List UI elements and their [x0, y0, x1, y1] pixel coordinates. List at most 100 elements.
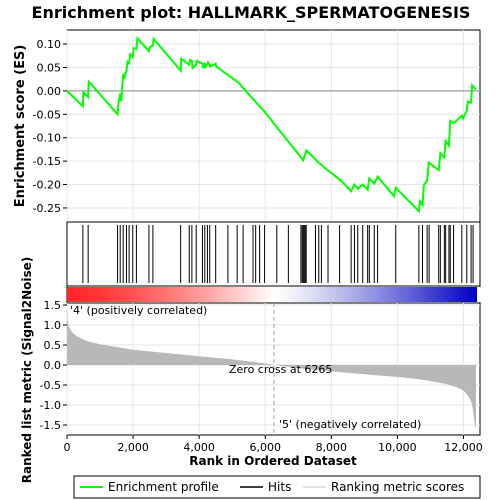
correlation-bar-cell — [415, 287, 419, 302]
legend-label-hits: Hits — [268, 480, 291, 494]
correlation-bar-cell — [137, 287, 142, 302]
correlation-bar-cell — [190, 287, 195, 302]
correlation-bar-cell — [143, 287, 148, 302]
correlation-bar-cell — [353, 287, 357, 302]
correlation-bar-cell — [341, 287, 345, 302]
correlation-bar-cell — [67, 287, 71, 302]
correlation-bar-cell — [244, 287, 248, 302]
correlation-bar-cell — [338, 287, 342, 302]
correlation-bar-cell — [297, 287, 301, 302]
correlation-bar-cell — [69, 287, 74, 302]
correlation-bar-cell — [376, 287, 381, 302]
correlation-bar-cell — [447, 287, 452, 302]
correlation-bar-cell — [134, 287, 139, 302]
correlation-bar-cell — [158, 287, 162, 302]
es-y-tick-label: -0.20 — [33, 179, 61, 192]
x-tick-label: 4,000 — [183, 441, 215, 454]
correlation-bar-cell — [409, 287, 413, 302]
correlation-bar-cell — [117, 287, 121, 302]
correlation-bar-cell — [303, 287, 307, 302]
correlation-bar-cell — [75, 287, 80, 302]
correlation-bar-cell — [78, 287, 83, 302]
correlation-bar-cell — [450, 287, 455, 302]
correlation-bar-cell — [373, 287, 378, 302]
correlation-bar-cell — [382, 287, 387, 302]
correlation-bar-cell — [164, 287, 168, 302]
correlation-bar-cell — [423, 287, 428, 302]
correlation-bar-cell — [300, 287, 304, 302]
correlation-bar-cell — [84, 287, 89, 302]
correlation-bar-cell — [385, 287, 390, 302]
rank-metric-y-tick-label: 0.5 — [44, 339, 62, 352]
correlation-bar-cell — [187, 287, 192, 302]
rank-metric-y-tick-label: 1.5 — [44, 299, 62, 312]
correlation-bar-cell — [202, 287, 207, 302]
correlation-bar-cell — [170, 287, 174, 302]
correlation-bar-cell — [255, 287, 260, 302]
correlation-bar-cell — [185, 287, 189, 302]
correlation-bar-cell — [199, 287, 204, 302]
correlation-bar-cell — [226, 287, 230, 302]
correlation-bar-cell — [435, 287, 440, 302]
correlation-bar-cell — [81, 287, 86, 302]
correlation-bar-cell — [90, 287, 95, 302]
correlation-bar-cell — [426, 287, 431, 302]
correlation-bar-cell — [128, 287, 133, 302]
correlation-bar-cell — [285, 287, 289, 302]
correlation-bar-cell — [364, 287, 369, 302]
es-y-tick-label: -0.25 — [33, 202, 61, 215]
correlation-bar-cell — [329, 287, 334, 302]
correlation-bar-cell — [412, 287, 416, 302]
correlation-bar-cell — [311, 287, 316, 302]
correlation-bar-cell — [152, 287, 157, 302]
hits-frame — [66, 221, 481, 287]
correlation-bar-cell — [72, 287, 77, 302]
correlation-bar-cell — [317, 287, 322, 302]
es-y-tick-label: 0.10 — [37, 38, 62, 51]
correlation-bar-cell — [326, 287, 331, 302]
correlation-bar-cell — [196, 287, 201, 302]
enrichment-profile-line — [66, 36, 477, 214]
correlation-bar-cell — [99, 287, 103, 302]
correlation-bar-cell — [397, 287, 401, 302]
es-y-axis-label: Enrichment score (ES) — [13, 45, 28, 208]
correlation-bar-cell — [462, 287, 466, 302]
correlation-bar-cell — [459, 287, 463, 302]
correlation-bar-cell — [276, 287, 280, 302]
correlation-bar-cell — [273, 287, 278, 302]
correlation-bar-cell — [468, 287, 472, 302]
rank-metric-y-axis: -1.5 -1.0 -0.5 0.0 0.5 1.0 1.5 — [40, 299, 67, 432]
x-tick-label: 0 — [64, 441, 71, 454]
correlation-bar-cell — [344, 287, 348, 302]
zero-cross-label: Zero cross at 6265 — [229, 363, 332, 376]
correlation-bar-cell — [267, 287, 272, 302]
es-y-axis: -0.25 -0.20 -0.15 -0.10 -0.05 0.00 0.05 0.10 — [33, 38, 67, 215]
correlation-bar-cell — [444, 287, 449, 302]
correlation-bar-cell — [362, 287, 366, 302]
chart-title: Enrichment plot: HALLMARK_SPERMATOGENESI… — [32, 3, 471, 22]
correlation-bar-cell — [238, 287, 242, 302]
correlation-bar-cell — [477, 287, 481, 302]
correlation-bar-cell — [370, 287, 375, 302]
es-y-tick-label: 0.00 — [37, 85, 62, 98]
x-tick-label: 10,000 — [378, 441, 417, 454]
correlation-bar-cell — [291, 287, 295, 302]
es-y-tick-label: -0.05 — [33, 108, 61, 121]
rank-metric-y-tick-label: -1.5 — [40, 419, 61, 432]
correlation-bar-cell — [308, 287, 313, 302]
correlation-bar-cell — [314, 287, 319, 302]
correlation-bar-cell — [179, 287, 183, 302]
correlation-bar-cell — [350, 287, 354, 302]
correlation-bar-cell — [140, 287, 145, 302]
correlation-bar-cell — [305, 287, 310, 302]
correlation-bar-cell — [241, 287, 245, 302]
correlation-bar-cell — [359, 287, 363, 302]
correlation-bar-cell — [120, 287, 124, 302]
correlation-bar-cell — [421, 287, 425, 302]
correlation-bar-cell — [235, 287, 239, 302]
correlation-bar-cell — [258, 287, 263, 302]
rank-metric-y-tick-label: 1.0 — [44, 319, 62, 332]
correlation-bar-cell — [252, 287, 257, 302]
correlation-bar-cell — [155, 287, 160, 302]
correlation-bar-cell — [193, 287, 198, 302]
